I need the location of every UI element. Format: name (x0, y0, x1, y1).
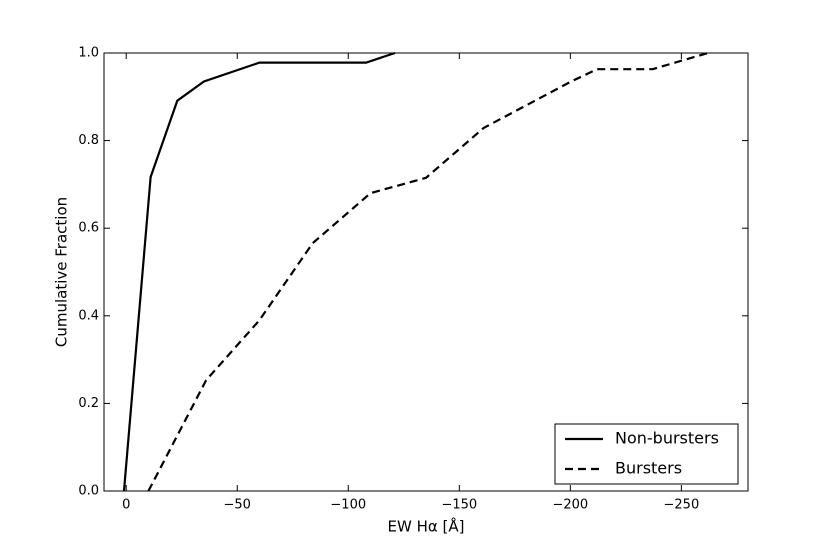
y-tick-label: 0.6 (78, 221, 99, 236)
plot-frame (103, 52, 749, 492)
y-tick-label: 0.2 (78, 396, 99, 411)
y-tick-label: 0.0 (78, 484, 99, 499)
y-axis-label: Cumulative Fraction (53, 197, 71, 347)
x-axis-label: EW Hα [Å] (388, 517, 465, 536)
x-tick-label: −100 (330, 498, 366, 513)
legend-label: Bursters (615, 459, 682, 478)
x-tick-label: 0 (122, 498, 130, 513)
legend-box (554, 423, 739, 485)
x-tick-label: −50 (224, 498, 251, 513)
x-tick-label: −250 (664, 498, 700, 513)
y-tick-label: 0.8 (78, 133, 99, 148)
x-tick-label: −150 (441, 498, 477, 513)
data-line (122, 51, 396, 492)
y-tick-label: 0.4 (78, 308, 99, 323)
legend-label: Non-bursters (615, 429, 719, 448)
x-tick-label: −200 (552, 498, 588, 513)
data-line (147, 51, 709, 492)
y-tick-label: 1.0 (78, 46, 99, 61)
